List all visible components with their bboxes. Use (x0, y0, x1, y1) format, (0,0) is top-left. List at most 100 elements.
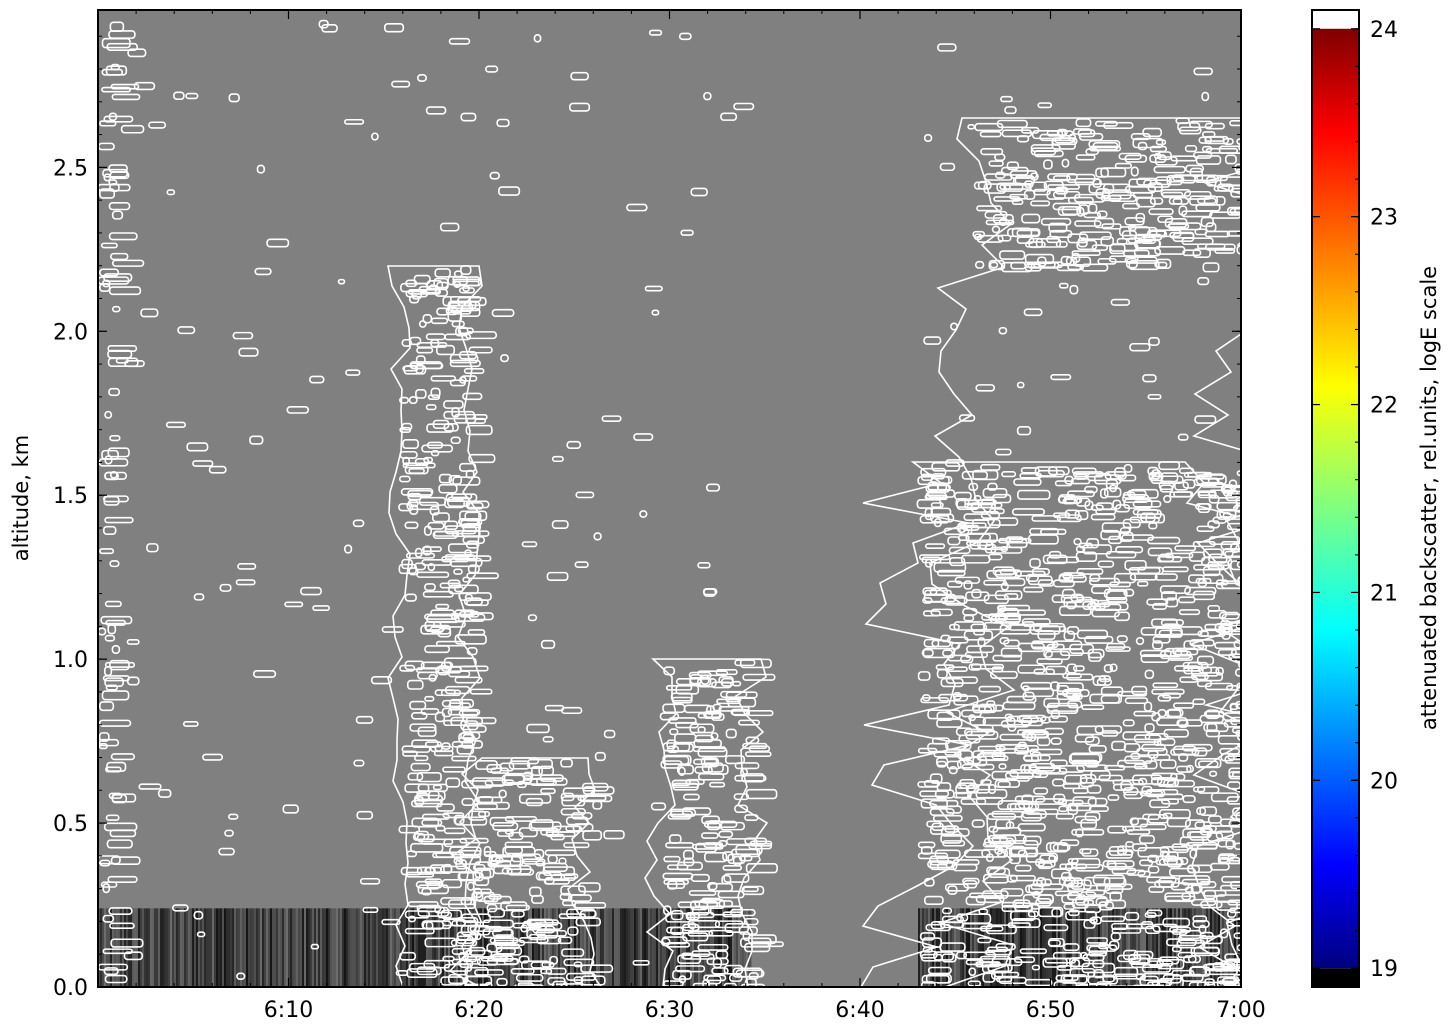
contour-blob (544, 849, 576, 856)
contour-blob (689, 723, 715, 734)
contour-blob (1004, 106, 1017, 115)
contour-blob (920, 981, 936, 987)
contour-blob (1060, 594, 1079, 604)
surface-stripe (1110, 908, 1112, 987)
contour-blob (465, 717, 497, 725)
contour-blob (929, 861, 958, 871)
surface-stripe (550, 908, 552, 987)
contour-blob (103, 822, 138, 832)
contour-blob (1122, 825, 1135, 832)
surface-stripe (972, 908, 974, 987)
contour-blob (1023, 308, 1043, 317)
contour-blob (578, 882, 601, 893)
contour-blob (682, 953, 715, 960)
contour-blob (1176, 719, 1203, 727)
contour-blob (414, 458, 430, 466)
contour-blob (707, 764, 729, 775)
contour-blob (1233, 932, 1241, 939)
surface-stripe (1150, 908, 1152, 987)
contour-blob (1020, 126, 1040, 134)
contour-blob (102, 948, 133, 955)
contour-blob (567, 926, 579, 936)
contour-blob (1079, 848, 1092, 855)
contour-blob (1191, 898, 1217, 906)
contour-blob (425, 624, 445, 632)
contour-blob (540, 787, 556, 795)
contour-blob (1130, 133, 1151, 141)
surface-stripe (382, 908, 384, 987)
surface-stripe (322, 908, 324, 987)
contour-blob (402, 750, 418, 757)
contour-blob (433, 750, 454, 757)
contour-blob (1124, 559, 1147, 571)
surface-stripe (336, 908, 338, 987)
contour-blob (1236, 245, 1241, 255)
contour-blob (1101, 223, 1122, 230)
surface-stripe (348, 908, 350, 987)
contour-blob (1105, 883, 1133, 890)
contour-blob (434, 268, 451, 278)
surface-stripe (298, 908, 300, 987)
surface-stripe (106, 908, 108, 987)
contour-blob (1137, 847, 1170, 858)
surface-stripe (260, 908, 262, 987)
contour-blob (1016, 426, 1032, 436)
surface-stripe (276, 908, 278, 987)
contour-blob (985, 924, 1017, 935)
contour-blob (1019, 948, 1048, 955)
contour-blob (1183, 190, 1212, 200)
contour-outline (644, 658, 769, 987)
contour-blob (109, 435, 121, 442)
colorbar-tick-label: 20 (1370, 769, 1398, 794)
contour-blob (1104, 471, 1127, 480)
contour-blob (1046, 189, 1066, 200)
contour-blob (1159, 585, 1191, 595)
contour-blob (408, 396, 418, 405)
contour-blob (1135, 212, 1146, 223)
contour-blob (954, 576, 981, 584)
contour-blob (998, 326, 1008, 335)
contour-blob (98, 738, 120, 747)
contour-blob (1073, 537, 1082, 546)
surface-stripe (650, 908, 652, 987)
contour-blob (99, 188, 116, 199)
contour-blob (1177, 433, 1189, 441)
contour-blob (108, 286, 142, 296)
surface-stripe (440, 908, 442, 987)
surface-stripe (282, 908, 284, 987)
contour-blob (530, 819, 554, 830)
contour-blob (381, 626, 404, 633)
contour-blob (997, 234, 1012, 242)
surface-stripe (366, 908, 368, 987)
contour-blob (1112, 783, 1134, 791)
contour-blob (1160, 619, 1184, 627)
contour-blob (1137, 141, 1148, 151)
surface-stripe (644, 908, 646, 987)
surface-stripe (1038, 908, 1040, 987)
contour-blob (107, 875, 138, 884)
contour-blob (1011, 508, 1046, 516)
contour-blob (1124, 911, 1140, 921)
contour-blob (919, 932, 936, 941)
contour-blob (1181, 210, 1213, 218)
contour-blob (1235, 496, 1241, 505)
contour-blob (1166, 174, 1183, 186)
surface-stripe (1010, 908, 1012, 987)
contour-blob (1228, 819, 1241, 828)
contour-blob (543, 878, 570, 885)
contour-blob (442, 766, 466, 773)
contour-blob (734, 659, 756, 667)
contour-blob (460, 112, 477, 122)
contour-blob (529, 778, 558, 787)
surface-stripe (316, 908, 318, 987)
contour-blob (977, 937, 992, 944)
contour-blob (693, 758, 720, 765)
contour-blob (456, 744, 475, 755)
surface-stripe (956, 908, 958, 987)
surface-stripe (942, 908, 944, 987)
surface-stripe (1036, 908, 1038, 987)
contour-blob (410, 762, 431, 772)
contour-blob (968, 663, 982, 671)
contour-blob (948, 546, 971, 555)
contour-blob (1017, 642, 1045, 653)
